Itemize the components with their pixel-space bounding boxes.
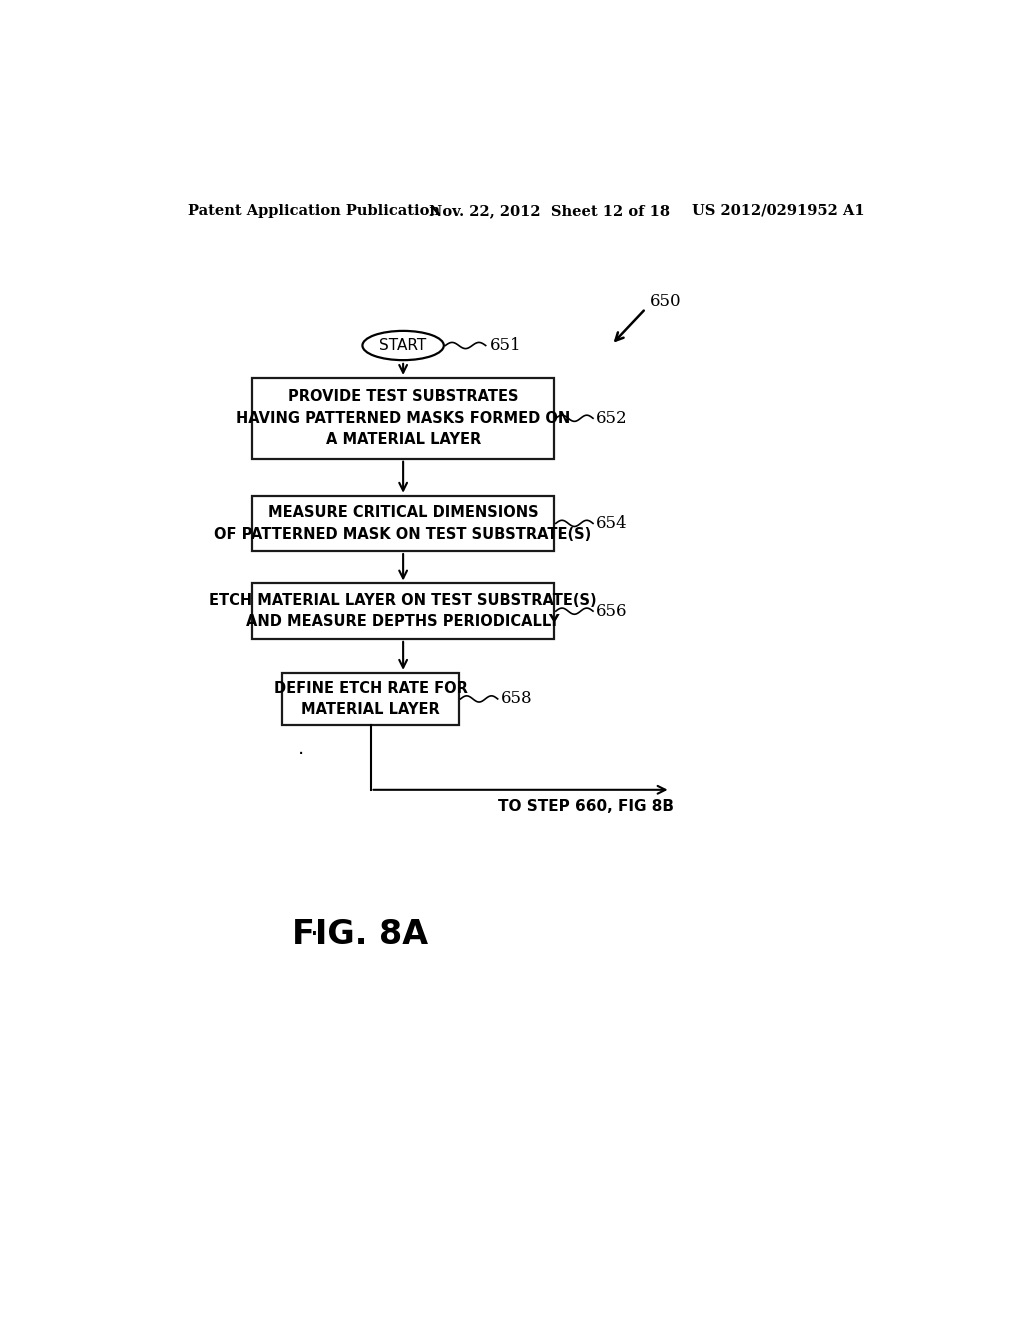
Text: MEASURE CRITICAL DIMENSIONS
OF PATTERNED MASK ON TEST SUBSTRATE(S): MEASURE CRITICAL DIMENSIONS OF PATTERNED… — [214, 506, 592, 541]
FancyBboxPatch shape — [252, 583, 554, 639]
Text: US 2012/0291952 A1: US 2012/0291952 A1 — [692, 203, 865, 218]
Text: START: START — [380, 338, 427, 352]
Text: 652: 652 — [596, 409, 628, 426]
Text: .: . — [298, 739, 304, 758]
FancyBboxPatch shape — [283, 673, 459, 725]
Text: ETCH MATERIAL LAYER ON TEST SUBSTRATE(S)
AND MEASURE DEPTHS PERIODICALLY: ETCH MATERIAL LAYER ON TEST SUBSTRATE(S)… — [209, 593, 597, 630]
Text: 651: 651 — [489, 337, 521, 354]
FancyBboxPatch shape — [252, 496, 554, 552]
Text: 658: 658 — [501, 690, 532, 708]
Text: 650: 650 — [649, 293, 681, 310]
Text: 654: 654 — [596, 515, 628, 532]
Text: TO STEP 660, FIG 8B: TO STEP 660, FIG 8B — [499, 799, 675, 814]
Text: Patent Application Publication: Patent Application Publication — [188, 203, 440, 218]
FancyBboxPatch shape — [252, 378, 554, 459]
Ellipse shape — [362, 331, 443, 360]
Text: FIG. 8A: FIG. 8A — [293, 919, 429, 950]
Text: 656: 656 — [596, 603, 628, 619]
Text: Nov. 22, 2012  Sheet 12 of 18: Nov. 22, 2012 Sheet 12 of 18 — [429, 203, 670, 218]
Text: PROVIDE TEST SUBSTRATES
HAVING PATTERNED MASKS FORMED ON
A MATERIAL LAYER: PROVIDE TEST SUBSTRATES HAVING PATTERNED… — [236, 389, 570, 447]
Text: ·: · — [309, 920, 318, 949]
Text: DEFINE ETCH RATE FOR
MATERIAL LAYER: DEFINE ETCH RATE FOR MATERIAL LAYER — [273, 681, 468, 717]
